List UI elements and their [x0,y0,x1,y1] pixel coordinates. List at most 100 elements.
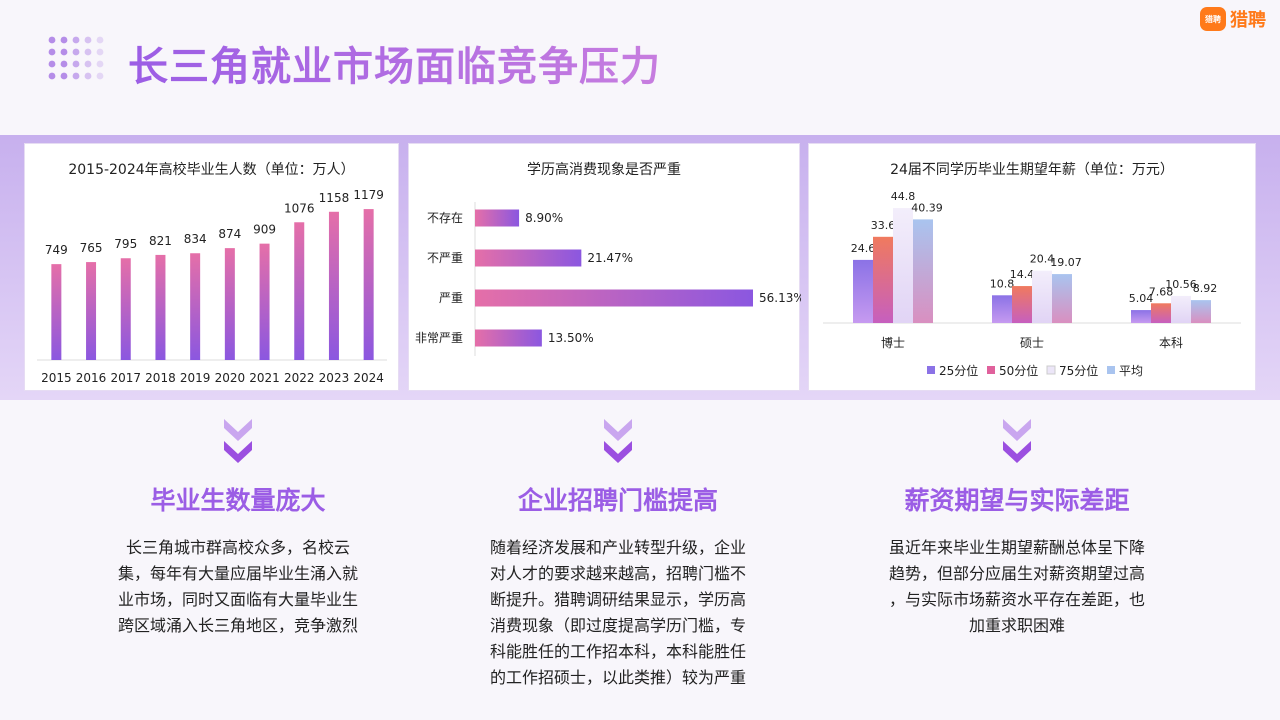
data-label: 33.6 [871,219,896,232]
data-label: 56.13% [759,291,801,305]
legend-label: 50分位 [999,363,1038,378]
insight-body: 虽近年来毕业生期望薪酬总体呈下降 趋势，但部分应届生对薪资期望过高 ，与实际市场… [867,535,1167,639]
insight-line: 随着经济发展和产业转型升级，企业 [489,538,746,557]
insight-body: 随着经济发展和产业转型升级，企业 对人才的要求越来越高，招聘门槛不 断提升。猎聘… [468,535,768,691]
y-tick-label: 不严重 [427,251,463,265]
insight-line: 跨区域涌入长三角地区，竞争激烈 [117,616,358,635]
legend-label: 平均 [1119,364,1143,378]
insight-line: 科能胜任的工作招本科，本科能胜任 [489,642,746,661]
bar [1171,295,1191,323]
legend-swatch [1107,366,1115,374]
y-tick-label: 不存在 [427,211,463,225]
data-label: 21.47% [587,251,633,265]
bar [1131,310,1151,323]
bar [475,209,520,227]
data-label: 14.4 [1010,268,1035,281]
page-title: 长三角就业市场面临竞争压力 [128,34,661,92]
data-label: 8.92 [1193,282,1218,295]
data-label: 749 [45,243,68,257]
chart-panel-graduates: 2015-2024年高校毕业生人数（单位：万人） 749 2015 765 2016 7… [24,143,399,391]
logo-text: 猎聘 [1230,10,1266,31]
overqualification-bar-chart: 不存在 8.90% 不严重 21.47% 严重 56.13% 非常严重 13.50% [415,202,801,356]
bar [475,329,542,347]
bar [363,209,374,360]
data-label: 19.07 [1050,256,1082,269]
bar [294,222,305,360]
insight-line: 虽近年来毕业生期望薪酬总体呈下降 [888,538,1145,557]
logo-mark-icon: 猎聘 [1200,7,1226,31]
chevron-down-icon [224,419,252,463]
chevron-down-icon [1003,419,1031,463]
insight-line: 的工作招硕士，以此类推）较为严重 [489,668,746,687]
legend-swatch [987,366,995,374]
x-tick-label: 2015 [41,371,72,385]
legend-swatch [1046,365,1056,375]
bar [86,262,97,360]
bar [853,259,873,323]
insight-heading: 薪资期望与实际差距 [904,486,1130,515]
legend-swatch [927,366,935,374]
bar [1052,274,1072,323]
bar [259,243,270,360]
insight-heading: 企业招聘门槛提高 [517,486,718,515]
insight-line: 对人才的要求越来越高，招聘门槛不 [489,564,746,583]
bar [328,211,339,360]
data-label: 821 [149,234,172,248]
x-tick-label: 2021 [249,371,280,385]
data-label: 1179 [353,188,384,202]
x-tick-label: 2016 [76,371,107,385]
bar [1012,286,1032,323]
data-label: 8.90% [525,211,563,225]
data-label: 7.68 [1149,285,1174,298]
legend-label: 75分位 [1059,363,1098,378]
bar [190,253,201,360]
bar [51,264,62,360]
x-tick-label: 2017 [110,371,141,385]
y-tick-label: 严重 [439,291,463,305]
bar [155,254,166,360]
x-tick-label: 本科 [1159,336,1183,350]
data-label: 20.4 [1030,253,1055,266]
chart-panel-salary: 24届不同学历毕业生期望年薪（单位：万元） 24.6 33.6 44.8 40.39 博… [808,143,1256,391]
data-label: 1076 [284,201,315,215]
insight-heading: 毕业生数量庞大 [150,486,326,515]
bar [992,295,1012,323]
insight-column: 企业招聘门槛提高 随着经济发展和产业转型升级，企业 对人才的要求越来越高，招聘门… [468,415,768,691]
data-label: 909 [253,223,276,237]
x-tick-label: 2018 [145,371,176,385]
bar [475,289,753,307]
x-tick-label: 硕士 [1020,336,1044,350]
salary-grouped-bar-chart: 24.6 33.6 44.840.39 博士 10.814.4 20.419.07 硕士 5.… [823,190,1241,378]
insight-line: 业市场，同时又面临有大量毕业生 [117,590,358,609]
data-label: 874 [218,227,241,241]
insight-column: 薪资期望与实际差距 虽近年来毕业生期望薪酬总体呈下降 趋势，但部分应届生对薪资期… [867,415,1167,639]
insight-columns: 毕业生数量庞大 长三角城市群高校众多，名校云 集，每年有大量应届毕业生涌入就 业… [0,415,1280,720]
data-label: 10.8 [990,277,1015,290]
insight-line: 断提升。猎聘调研结果显示，学历高 [489,590,746,609]
data-label: 1158 [319,191,350,205]
data-label: 795 [114,237,137,251]
bar [873,236,893,323]
x-tick-label: 博士 [881,335,905,350]
bar [1151,303,1171,323]
x-tick-label: 2022 [284,371,315,385]
insight-line: 消费现象（即过度提高学历门槛，专 [489,616,746,635]
x-tick-label: 2023 [319,371,350,385]
insight-line: 集，每年有大量应届毕业生涌入就 [117,564,358,583]
chart-title: 学历高消费现象是否严重 [527,162,681,178]
data-label: 44.8 [891,190,916,203]
insight-column: 毕业生数量庞大 长三角城市群高校众多，名校云 集，每年有大量应届毕业生涌入就 业… [88,415,388,639]
data-label: 24.6 [851,242,876,255]
insight-line: 加重求职困难 [968,616,1065,635]
data-label: 10.56 [1165,278,1197,291]
brand-logo: 猎聘 猎聘 [1200,6,1266,32]
bar [1032,270,1052,323]
insight-line: 长三角城市群高校众多，名校云 [125,538,350,557]
bar [224,248,235,360]
header: 长三角就业市场面临竞争压力 猎聘 猎聘 [0,0,1280,135]
data-label: 5.04 [1129,292,1154,305]
decorative-dots-icon [48,36,104,80]
data-label: 40.39 [911,201,943,214]
bar [120,258,131,360]
bar [913,219,933,323]
